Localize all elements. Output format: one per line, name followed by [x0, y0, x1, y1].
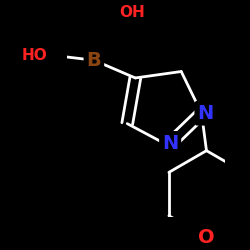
Text: OH: OH — [120, 6, 145, 20]
Text: O: O — [198, 228, 215, 247]
Text: N: N — [162, 134, 178, 153]
Text: HO: HO — [22, 48, 48, 63]
Text: N: N — [197, 104, 214, 123]
Text: B: B — [86, 51, 101, 70]
